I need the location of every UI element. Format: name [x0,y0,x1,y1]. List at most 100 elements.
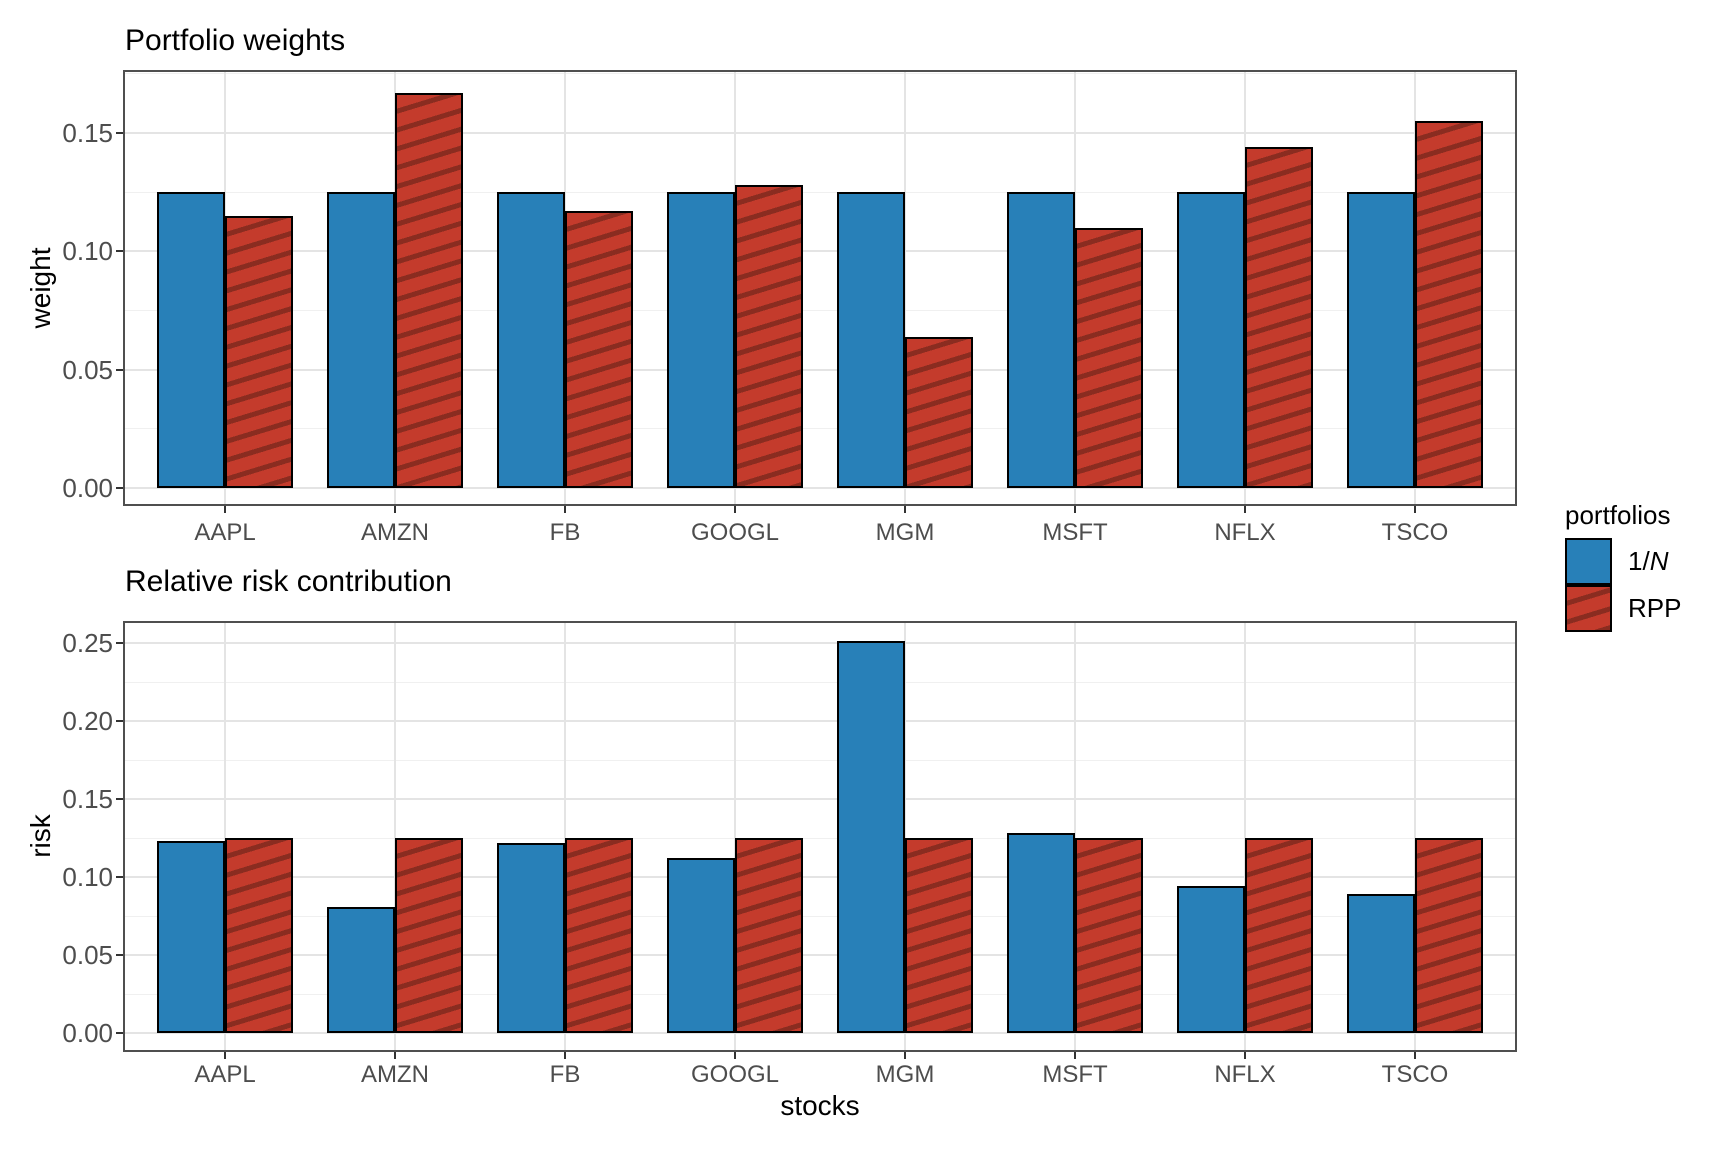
y-axis-title-risk: risk [25,814,56,858]
y-tick-mark [116,720,123,722]
y-tick-mark [116,642,123,644]
x-tick-mark [734,1052,736,1059]
bar-fb-1n [497,192,565,488]
y-tick-label: 0.00 [62,1018,113,1048]
y-tick-mark [116,131,123,134]
x-tick-mark [394,1052,396,1059]
y-tick-mark [116,250,123,253]
x-tick-mark [1244,506,1246,513]
gridline-minor [123,837,1517,839]
bar-googl-1n [667,858,735,1033]
y-tick-label: 0.25 [62,628,113,658]
y-tick-mark [116,798,123,800]
gridline-major [123,798,1517,800]
gridline-vertical [564,623,566,1050]
x-tick-mark [224,1052,226,1059]
bar-tsco-rpp [1415,838,1483,1033]
bar-aapl-rpp [225,838,293,1033]
x-tick-mark [1244,1052,1246,1059]
x-tick-label-fb: FB [549,519,581,546]
x-tick-label-googl: GOOGL [690,1061,780,1088]
x-tick-mark [224,506,226,513]
x-tick-label-nflx: NFLX [1214,1061,1276,1088]
legend-label-1n: 1/N [1628,545,1668,577]
gridline-major [123,250,1517,253]
gridline-minor [123,915,1517,917]
x-tick-label-tsco: TSCO [1381,1061,1449,1088]
x-tick-mark [1414,506,1416,513]
y-tick-label: 0.05 [62,354,113,385]
bar-fb-1n [497,843,565,1033]
gridline-minor [123,191,1517,193]
legend-key-1n [1565,538,1612,585]
x-tick-label-mgm: MGM [875,1061,935,1088]
bar-amzn-rpp [395,838,463,1033]
gridline-vertical [734,623,736,1050]
gridline-major [123,131,1517,134]
y-tick-mark [116,1032,123,1034]
bar-msft-1n [1007,192,1075,488]
y-tick-label: 0.15 [62,784,113,814]
x-tick-label-fb: FB [549,1061,581,1088]
x-tick-mark [564,506,566,513]
bar-fb-rpp [565,211,633,488]
gridline-vertical [224,623,226,1050]
gridline-minor [123,759,1517,761]
y-tick-mark [116,876,123,878]
gridline-vertical [1414,623,1416,1050]
y-tick-label: 0.05 [62,940,113,970]
gridline-major [123,368,1517,371]
y-tick-label: 0.10 [62,236,113,267]
gridline-vertical [394,623,396,1050]
gridline-major [123,487,1517,489]
bar-googl-1n [667,192,735,488]
bar-msft-1n [1007,833,1075,1033]
gridline-minor [123,309,1517,311]
gridline-minor [123,73,1517,75]
x-tick-label-msft: MSFT [1042,1061,1108,1088]
x-tick-mark [564,1052,566,1059]
x-tick-label-mgm: MGM [875,519,935,546]
x-tick-mark [734,506,736,513]
bar-tsco-1n [1347,894,1415,1033]
bar-amzn-rpp [395,93,463,488]
bar-nflx-rpp [1245,147,1313,488]
y-tick-label: 0.20 [62,706,113,736]
legend-label-rpp: RPP [1628,593,1682,623]
legend-key-rpp [1565,585,1612,632]
bar-msft-rpp [1075,228,1143,488]
x-tick-label-tsco: TSCO [1381,519,1449,546]
chart-title-portfolio-weights: Portfolio weights [125,24,346,57]
legend-label-1n-italic: N [1649,546,1669,576]
gridline-vertical [1074,623,1076,1050]
gridline-minor [123,428,1517,430]
bar-nflx-1n [1177,886,1245,1033]
gridline-vertical [904,72,906,504]
x-tick-mark [1414,1052,1416,1059]
x-tick-mark [394,506,396,513]
gridline-major [123,954,1517,956]
x-tick-label-nflx: NFLX [1214,519,1276,546]
x-tick-label-googl: GOOGL [690,519,780,546]
bar-mgm-1n [837,641,905,1033]
bar-aapl-rpp [225,216,293,488]
x-tick-label-amzn: AMZN [361,519,429,546]
bar-amzn-1n [327,192,395,488]
bar-googl-rpp [735,185,803,488]
bar-mgm-rpp [905,838,973,1033]
gridline-major [123,876,1517,878]
bar-nflx-rpp [1245,838,1313,1033]
gridline-vertical [1244,623,1246,1050]
y-tick-mark [116,368,123,371]
x-axis-title-stocks: stocks [780,1090,860,1121]
chart-title-relative-risk-contribution: Relative risk contribution [125,565,452,598]
x-tick-label-msft: MSFT [1042,519,1108,546]
bar-nflx-1n [1177,192,1245,488]
gridline-vertical [904,623,906,1050]
legend-label-1n-prefix: 1/ [1628,546,1650,576]
bar-aapl-1n [157,841,225,1033]
bar-aapl-1n [157,192,225,488]
gridline-major [123,642,1517,644]
legend-title: portfolios [1565,500,1671,530]
y-tick-mark [116,954,123,956]
